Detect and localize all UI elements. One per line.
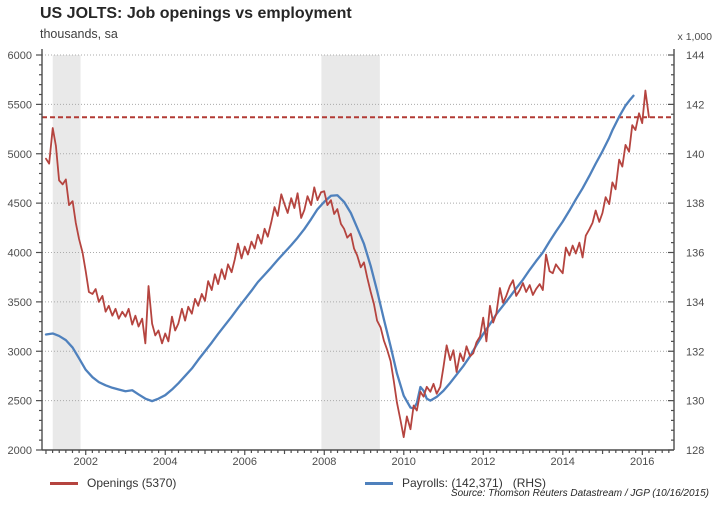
svg-text:3000: 3000 [8, 346, 32, 358]
svg-text:136: 136 [686, 248, 704, 260]
svg-text:4000: 4000 [8, 248, 32, 260]
svg-text:2016: 2016 [630, 456, 654, 468]
svg-text:2002: 2002 [73, 456, 97, 468]
svg-text:3500: 3500 [8, 297, 32, 309]
svg-text:144: 144 [686, 50, 704, 62]
payrolls-legend-label: Payrolls: (142,371) (RHS) [402, 476, 547, 490]
svg-text:138: 138 [686, 198, 704, 210]
svg-text:128: 128 [686, 445, 704, 457]
svg-text:6000: 6000 [8, 50, 32, 62]
svg-text:134: 134 [686, 297, 704, 309]
source-text: Source: Thomson Reuters Datastream / JGP… [450, 488, 709, 499]
svg-text:2500: 2500 [8, 396, 32, 408]
svg-text:142: 142 [686, 99, 704, 111]
svg-text:2008: 2008 [312, 456, 336, 468]
svg-text:130: 130 [686, 396, 704, 408]
svg-text:2010: 2010 [391, 456, 415, 468]
svg-text:140: 140 [686, 149, 704, 161]
legend-item-openings: Openings (5370) [50, 475, 176, 491]
chart-subtitle: thousands, sa [40, 27, 118, 41]
svg-text:5500: 5500 [8, 99, 32, 111]
openings-line-swatch [50, 481, 78, 485]
svg-text:2014: 2014 [550, 456, 574, 468]
chart-title: US JOLTS: Job openings vs employment [40, 5, 352, 22]
svg-text:2006: 2006 [232, 456, 256, 468]
right-axis-unit-label: x 1,000 [677, 31, 712, 43]
legend-item-payrolls: Payrolls: (142,371) (RHS) [365, 475, 546, 491]
chart-legend: Openings (5370) Payrolls: (142,371) (RHS… [0, 475, 718, 491]
svg-text:2012: 2012 [471, 456, 495, 468]
svg-text:4500: 4500 [8, 198, 32, 210]
svg-text:2000: 2000 [8, 445, 32, 457]
svg-text:5000: 5000 [8, 149, 32, 161]
svg-text:132: 132 [686, 346, 704, 358]
payrolls-line-swatch [365, 481, 393, 485]
svg-text:2004: 2004 [153, 456, 177, 468]
openings-legend-label: Openings (5370) [87, 476, 177, 490]
